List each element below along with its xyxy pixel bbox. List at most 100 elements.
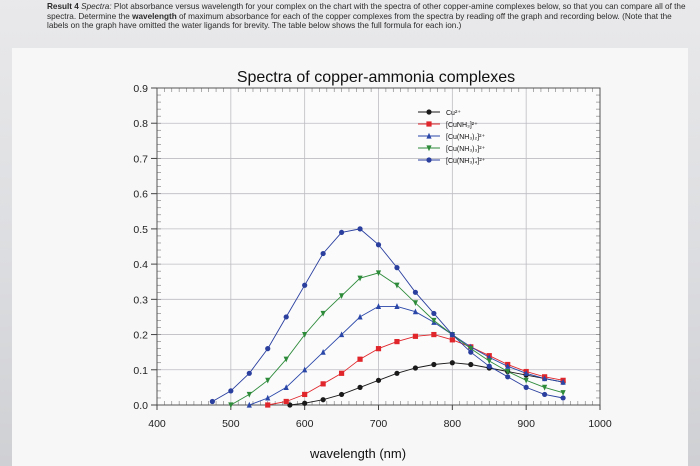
legend-label: Cu²⁺ [446,110,461,117]
data-point [449,360,455,366]
data-point [505,368,511,375]
data-point [394,303,400,309]
x-ticks: 400 500 600 700 800 900 1000 [148,405,612,430]
legend-label: [Cu(NH₃)₃]²⁺ [446,146,486,153]
x-tick-label: 1000 [588,418,612,430]
data-point [283,398,289,405]
data-point [523,377,529,384]
legend-label: [CuNH₃]²⁺ [446,122,478,129]
data-point [246,401,252,408]
data-point [265,377,271,384]
y-tick-label: 0.4 [133,259,148,271]
data-point [468,349,474,355]
legend-item: [Cu(NH₃)₂]²⁺ [418,132,486,141]
x-tick-label: 800 [444,418,462,430]
data-point [357,356,363,362]
data-point [394,370,400,376]
y-tick-label: 0.5 [133,224,148,236]
legend-item: Cu²⁺ [418,109,461,117]
data-point [302,282,308,288]
x-tick-label: 500 [222,418,240,430]
x-axis-label: wavelength (nm) [309,446,406,461]
series-3 [246,303,566,408]
legend-marker [426,109,432,115]
data-point [357,384,363,390]
data-point [265,346,271,352]
data-point [412,333,419,339]
data-point [505,363,511,369]
x-tick-label: 600 [296,418,314,430]
instructions-text: Result 4 Spectra: Plot absorbance versus… [47,2,687,31]
data-point [505,374,511,380]
chart-title: Spectra of copper-ammonia complexes [237,69,515,86]
data-point [338,391,345,398]
data-point [228,388,234,394]
series-5 [209,226,566,405]
legend-marker [426,121,432,127]
data-point [560,378,566,385]
instructions-part-1: Plot absorbance versus wavelength for yo… [47,2,686,21]
y-tick-label: 0.2 [133,330,148,342]
data-point [394,265,400,271]
data-point [302,366,308,373]
data-point [357,313,363,320]
legend-label: [Cu(NH₃)₄]²⁺ [446,158,486,165]
data-point [338,293,345,300]
data-point [412,308,419,315]
legend-label: [Cu(NH₃)₂]²⁺ [446,134,486,141]
data-point [246,370,252,376]
data-point [265,394,271,401]
data-point [560,390,566,396]
legend-item: [CuNH₃]²⁺ [418,121,478,129]
data-point [468,361,474,368]
data-point [375,346,382,352]
data-point [468,346,474,352]
data-point [265,402,271,408]
data-point [320,310,326,317]
x-tick-label: 400 [148,418,166,430]
y-tick-label: 0.3 [133,294,148,306]
legend-marker [426,145,432,152]
data-point [412,289,419,295]
data-point [449,337,455,343]
data-point [431,317,437,324]
legend-marker [426,132,432,139]
data-point [338,370,345,376]
data-point [486,363,492,369]
data-point [209,398,215,405]
data-point [375,270,382,277]
data-point [357,226,363,232]
data-point [431,331,437,338]
data-point [320,381,326,387]
series-line [249,305,564,406]
y-tick-label: 0.6 [133,189,148,201]
data-point [560,395,566,401]
instructions-bold-word: wavelength [132,11,177,21]
data-point [542,384,548,391]
data-point [283,356,289,363]
data-point [302,391,308,398]
result-label: Result 4 [47,2,79,11]
data-point [412,300,419,307]
data-point [357,275,363,282]
y-tick-label: 0.0 [133,400,148,412]
legend: Cu²⁺ [CuNH₃]²⁺ [Cu(NH₃)₂]²⁺ [Cu(NH₃)₃]²⁺ [Cu… [418,109,486,165]
spectra-label: Spectra: [81,2,112,11]
x-tick-label: 700 [370,418,388,430]
data-point [338,331,345,338]
series-line [212,228,564,402]
y-tick-label: 0.8 [133,118,148,130]
data-point [320,397,326,403]
data-point [449,331,455,338]
legend-item: [Cu(NH₃)₄]²⁺ [418,157,486,165]
data-point [375,242,382,248]
data-point [431,310,437,317]
data-point [246,391,252,398]
data-point [302,331,308,338]
data-point [523,370,529,376]
y-tick-label: 0.9 [133,83,148,95]
data-point [283,384,289,390]
data-point [542,391,548,398]
data-point [542,375,548,382]
